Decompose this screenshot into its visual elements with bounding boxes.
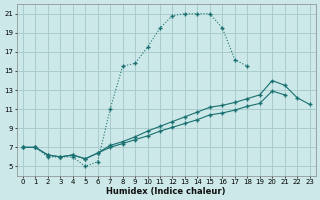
X-axis label: Humidex (Indice chaleur): Humidex (Indice chaleur) [107, 187, 226, 196]
